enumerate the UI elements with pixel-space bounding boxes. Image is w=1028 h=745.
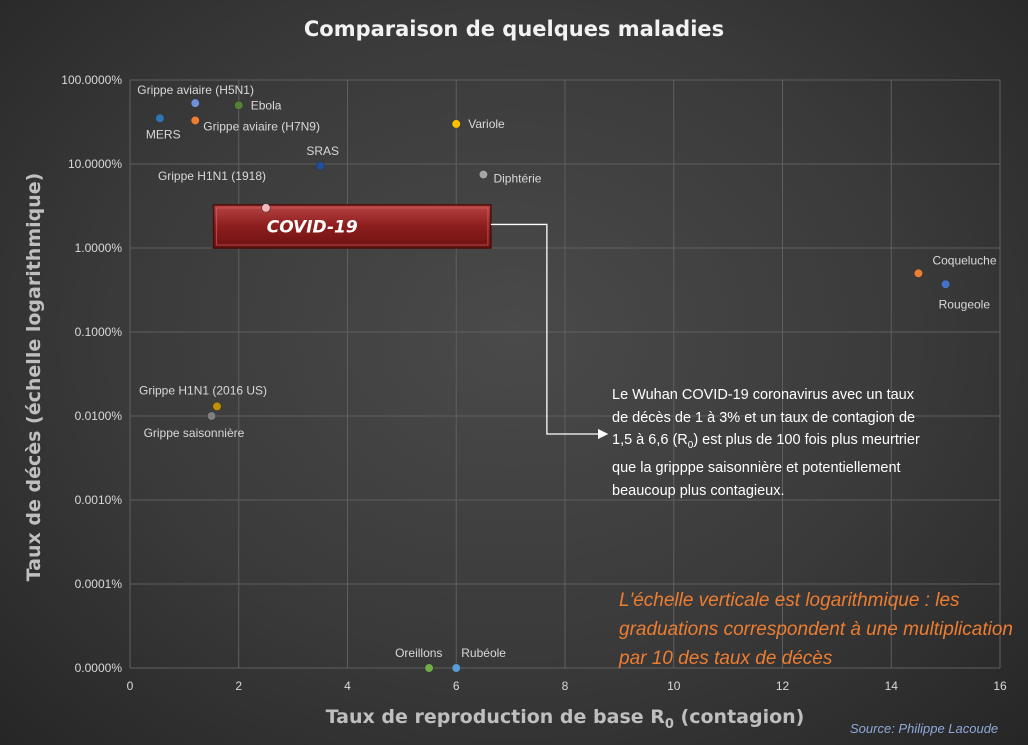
point-label: SRAS bbox=[306, 144, 339, 158]
point-label: Coqueluche bbox=[932, 253, 996, 267]
annotation-line: beaucoup plus contagieux. bbox=[612, 482, 785, 499]
annotation-line: de décès de 1 à 3% et un taux de contagi… bbox=[612, 409, 916, 426]
point-label: Ebola bbox=[251, 98, 282, 112]
covid-range-box bbox=[212, 204, 492, 249]
data-point bbox=[941, 279, 951, 289]
point-label: Grippe aviaire (H7N9) bbox=[203, 119, 320, 133]
source-credit: Source: Philippe Lacoude bbox=[850, 721, 999, 736]
annotation-arrow bbox=[490, 223, 609, 440]
data-point bbox=[234, 100, 244, 110]
point-label: Grippe saisonnière bbox=[144, 426, 245, 440]
point-label: Diphtérie bbox=[493, 171, 541, 185]
data-point bbox=[478, 169, 489, 180]
y-tick-label: 0.1000% bbox=[75, 325, 123, 339]
data-point bbox=[261, 203, 271, 213]
x-axis-ticks: 0 2 4 6 8 10 12 14 16 bbox=[127, 679, 1007, 693]
x-tick-label: 12 bbox=[776, 679, 790, 693]
data-point bbox=[451, 119, 461, 129]
x-tick-label: 2 bbox=[235, 679, 242, 693]
x-tick-label: 4 bbox=[344, 679, 351, 693]
data-point bbox=[155, 113, 165, 123]
data-point bbox=[451, 663, 461, 673]
y-tick-label: 0.0010% bbox=[75, 493, 123, 507]
y-tick-label: 1.0000% bbox=[75, 241, 123, 255]
data-point bbox=[206, 411, 217, 421]
y-tick-label: 100.0000% bbox=[61, 73, 122, 87]
point-label: Grippe H1N1 (2016 US) bbox=[139, 383, 267, 397]
covid-highlight: COVID-19 bbox=[212, 204, 609, 440]
y-tick-label: 10.0000% bbox=[68, 157, 122, 171]
point-label: Rubéole bbox=[461, 646, 506, 660]
data-point bbox=[190, 115, 200, 126]
point-label: Grippe aviaire (H5N1) bbox=[137, 83, 254, 97]
covid-label: COVID-19 bbox=[267, 217, 358, 237]
annotation-line: Le Wuhan COVID-19 coronavirus avec un ta… bbox=[612, 387, 914, 403]
y-tick-label: 0.0100% bbox=[75, 409, 123, 423]
x-axis-title: Taux de reproduction de base R0 (contagi… bbox=[326, 706, 805, 732]
x-tick-label: 6 bbox=[453, 679, 460, 693]
point-label: Rougeole bbox=[939, 297, 991, 311]
y-axis-ticks: 100.0000% 10.0000% 1.0000% 0.1000% 0.0100% 0.… bbox=[61, 73, 122, 675]
annotation-line: 1,5 à 6,6 (R0) est plus de 100 fois plus… bbox=[612, 432, 920, 451]
data-point bbox=[212, 401, 222, 412]
x-tick-label: 10 bbox=[667, 679, 681, 693]
y-axis-title: Taux de décès (échelle logarithmique) bbox=[23, 173, 45, 582]
data-point bbox=[424, 663, 434, 673]
x-tick-label: 14 bbox=[885, 679, 899, 693]
data-points bbox=[155, 98, 951, 673]
log-scale-note: L'échelle verticale est logarithmique : … bbox=[619, 590, 1013, 669]
x-tick-label: 8 bbox=[562, 679, 569, 693]
x-tick-label: 16 bbox=[993, 679, 1007, 693]
y-tick-label: 0.0001% bbox=[75, 577, 123, 591]
point-label: Variole bbox=[468, 117, 505, 131]
point-label: MERS bbox=[146, 127, 181, 141]
data-point bbox=[913, 268, 924, 278]
y-tick-label: 0.0000% bbox=[75, 661, 123, 675]
chart-title: Comparaison de quelques maladies bbox=[304, 17, 724, 41]
data-point bbox=[190, 98, 200, 108]
covid-annotation: Le Wuhan COVID-19 coronavirus avec un ta… bbox=[612, 384, 992, 502]
point-label: Grippe H1N1 (1918) bbox=[158, 169, 266, 183]
covid-box-bevel bbox=[216, 207, 489, 246]
data-point bbox=[315, 161, 325, 171]
point-label: Oreillons bbox=[395, 646, 442, 660]
x-tick-label: 0 bbox=[127, 679, 134, 693]
point-labels: MERS Grippe aviaire (H5N1)Ebola Grippe avi… bbox=[137, 83, 997, 660]
annotation-line: que la gripppe saisonnière et potentiell… bbox=[612, 460, 901, 477]
